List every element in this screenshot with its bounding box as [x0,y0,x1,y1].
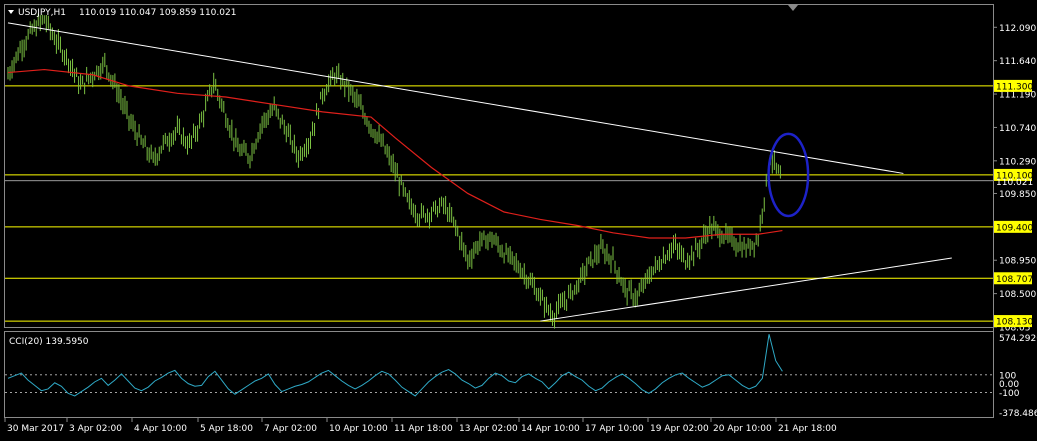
moving-average-line [7,68,783,239]
level-label-text: 111.300 [996,82,1033,92]
price-tick-label: 110.290 [999,157,1036,167]
current-price-label: 110.021 [996,178,1033,188]
level-label-text: 109.400 [996,223,1033,233]
level-label-text: 108.130 [996,318,1033,328]
price-tick-label: 110.740 [999,124,1036,134]
trendline[interactable] [540,257,952,322]
time-tick-label: 17 Apr 10:00 [585,424,644,434]
price-tick-label: 111.640 [999,57,1036,67]
time-axis: 30 Mar 2017 3 Apr 02:00 4 Apr 10:00 5 Apr 1… [4,418,837,434]
level-label-box [994,220,1032,233]
time-tick-label: 3 Apr 02:00 [69,424,122,434]
level-label-text: 108.707 [996,275,1033,285]
price-tick-label: 108.500 [999,290,1036,300]
time-tick-label: 7 Apr 02:00 [264,424,317,434]
symbol-label: USDJPY,H1 [18,8,66,18]
level-label-box [994,315,1032,328]
ohlc-readout: 110.019 110.047 109.859 110.021 [79,8,236,18]
cci-tick-label: 0.00 [999,380,1019,390]
time-tick-label: 30 Mar 2017 [7,424,64,434]
price-tick-label: 108.950 [999,257,1036,267]
level-label-box [994,168,1032,181]
cci-tick-label: 574.2926 [999,334,1037,344]
price-axis: 112.090 111.640 111.190 110.740 110.290 109.8… [993,24,1036,334]
trendlines[interactable] [7,22,952,322]
time-tick-label: 19 Apr 02:00 [650,424,709,434]
time-tick-label: 21 Apr 18:00 [778,424,837,434]
highlight-ellipse[interactable] [767,132,810,218]
cci-tick-label: -100 [999,389,1020,399]
horizontal-levels [5,85,993,322]
trendline[interactable] [7,22,904,174]
price-bars [7,13,781,329]
level-label-text: 110.100 [996,171,1033,181]
cci-tick-label: 100 [999,371,1016,381]
shift-marker-icon[interactable] [788,5,798,11]
time-tick-label: 10 Apr 10:00 [329,424,388,434]
time-tick-label: 13 Apr 02:00 [459,424,518,434]
level-price-labels: 111.300 110.100 109.400 108.707 108.130 110.0… [994,79,1033,328]
price-tick-label: 109.850 [999,190,1036,200]
cci-indicator-label: CCI(20) 139.5950 [9,337,89,347]
time-tick-label: 14 Apr 10:00 [521,424,580,434]
level-label-box [994,272,1032,285]
time-tick-label: 11 Apr 18:00 [394,424,453,434]
time-tick-label: 5 Apr 18:00 [200,424,253,434]
price-tick-label: 111.190 [999,91,1036,101]
cci-tick-label: -378.4864 [999,409,1037,419]
time-tick-label: 20 Apr 10:00 [713,424,772,434]
symbol-dropdown-icon[interactable] [8,10,14,14]
price-tick-label: 108.05 [999,324,1031,334]
time-tick-label: 4 Apr 10:00 [134,424,187,434]
cci-line [7,334,783,397]
price-tick-label: 112.090 [999,24,1036,34]
level-label-box [994,79,1032,92]
